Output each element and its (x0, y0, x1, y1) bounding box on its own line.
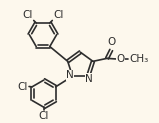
Text: Cl: Cl (22, 10, 33, 20)
Text: O: O (117, 54, 125, 64)
Text: Cl: Cl (39, 111, 49, 121)
Text: N: N (66, 70, 74, 80)
Text: Cl: Cl (53, 10, 64, 20)
Text: O: O (107, 37, 115, 47)
Text: Cl: Cl (17, 82, 28, 92)
Text: N: N (85, 74, 93, 84)
Text: CH₃: CH₃ (130, 54, 149, 64)
